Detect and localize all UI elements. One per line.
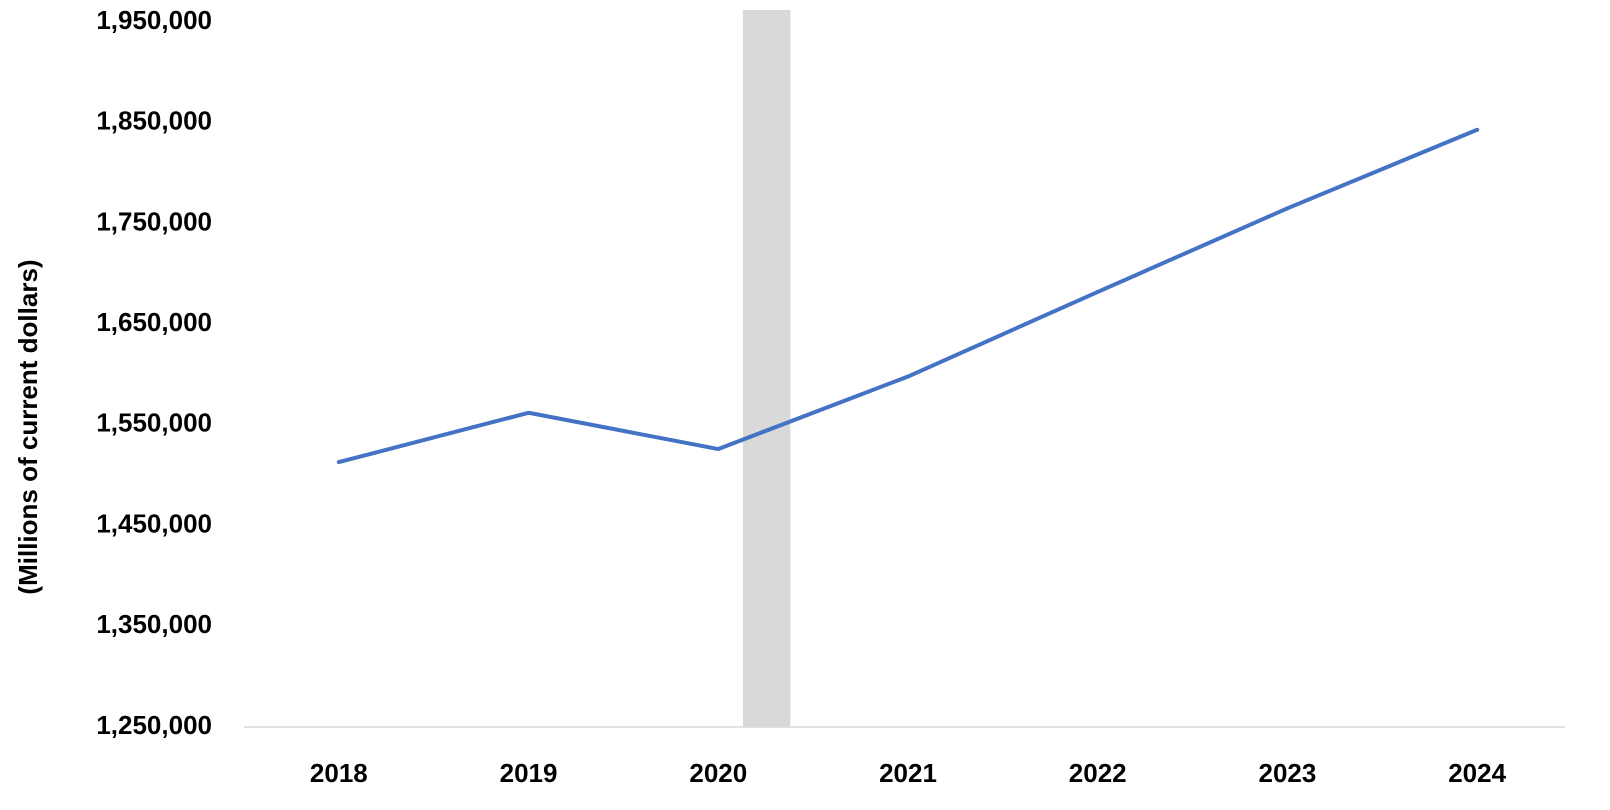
y-tick-label: 1,450,000	[96, 508, 212, 538]
x-tick-label: 2018	[310, 758, 368, 788]
x-tick-label: 2020	[689, 758, 747, 788]
y-tick-label: 1,750,000	[96, 206, 212, 236]
x-tick-label: 2019	[500, 758, 558, 788]
x-tick-label: 2023	[1259, 758, 1317, 788]
x-tick-label: 2022	[1069, 758, 1127, 788]
x-tick-label: 2021	[879, 758, 937, 788]
y-tick-label: 1,850,000	[96, 106, 212, 136]
y-tick-label: 1,550,000	[96, 408, 212, 438]
y-tick-label: 1,250,000	[96, 710, 212, 740]
line-series	[336, 127, 1480, 465]
shaded-region	[742, 10, 791, 727]
y-tick-label: 1,950,000	[96, 5, 212, 35]
y-tick-label: 1,650,000	[96, 307, 212, 337]
x-tick-label: 2024	[1448, 758, 1506, 788]
y-axis-title: (Millions of current dollars)	[13, 259, 43, 594]
y-tick-label: 1,350,000	[96, 609, 212, 639]
